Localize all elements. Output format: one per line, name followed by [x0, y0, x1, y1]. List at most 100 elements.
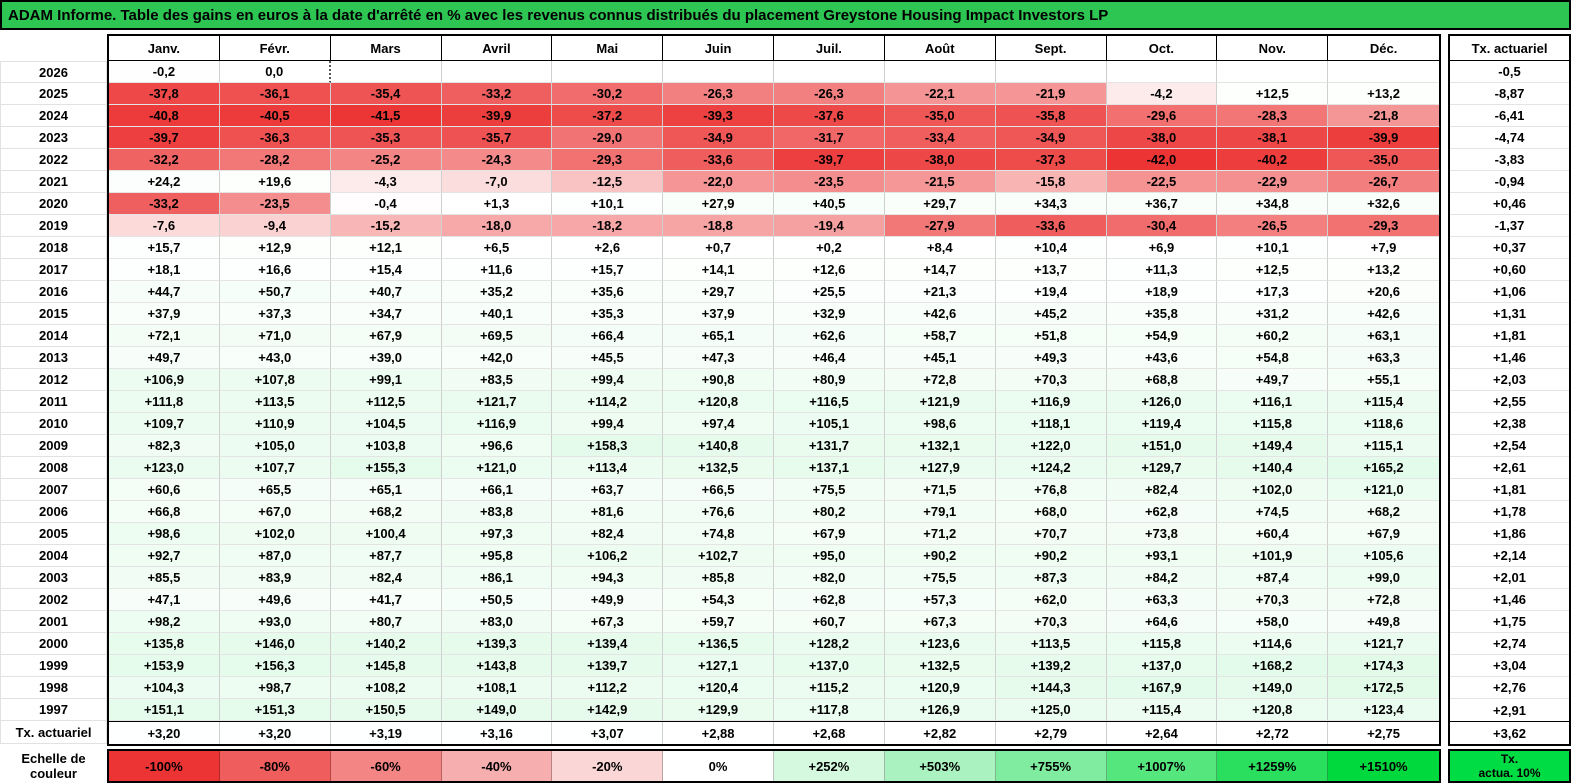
gain-cell[interactable]: +55,1: [1328, 369, 1439, 391]
gain-cell[interactable]: +15,7: [552, 259, 664, 281]
gain-cell[interactable]: +121,0: [441, 457, 553, 479]
gain-cell[interactable]: +105,1: [774, 413, 885, 435]
gain-cell[interactable]: +151,1: [109, 699, 220, 721]
gain-cell[interactable]: +54,9: [1106, 325, 1218, 347]
gain-cell[interactable]: -26,3: [774, 83, 885, 105]
gain-cell[interactable]: +102,0: [219, 523, 331, 545]
gain-cell[interactable]: +81,6: [552, 501, 664, 523]
gain-cell[interactable]: +129,7: [1106, 457, 1218, 479]
gain-cell[interactable]: -12,5: [552, 171, 664, 193]
gain-cell[interactable]: -28,2: [219, 149, 331, 171]
gain-cell[interactable]: -7,0: [441, 171, 553, 193]
gain-cell[interactable]: -39,9: [441, 105, 553, 127]
gain-cell[interactable]: 0,0: [219, 61, 331, 83]
gain-cell[interactable]: +132,1: [884, 435, 996, 457]
gain-cell[interactable]: +49,7: [1217, 369, 1329, 391]
gain-cell[interactable]: +121,0: [1328, 479, 1439, 501]
gain-cell[interactable]: -28,3: [1217, 105, 1329, 127]
gain-cell[interactable]: -26,3: [663, 83, 774, 105]
gain-cell[interactable]: +41,7: [330, 589, 442, 611]
gain-cell[interactable]: +150,5: [330, 699, 442, 721]
gain-cell[interactable]: +114,6: [1217, 633, 1329, 655]
gain-cell[interactable]: +123,4: [1328, 699, 1439, 721]
gain-cell[interactable]: +1,3: [441, 193, 553, 215]
gain-cell[interactable]: +13,2: [1328, 259, 1439, 281]
gain-cell[interactable]: +127,1: [663, 655, 774, 677]
gain-cell[interactable]: +142,9: [552, 699, 664, 721]
gain-cell[interactable]: +111,8: [109, 391, 220, 413]
gain-cell[interactable]: +106,2: [552, 545, 664, 567]
gain-cell[interactable]: +83,5: [441, 369, 553, 391]
gain-cell[interactable]: +19,6: [219, 171, 331, 193]
gain-cell[interactable]: -22,0: [663, 171, 774, 193]
gain-cell[interactable]: +49,3: [995, 347, 1107, 369]
gain-cell[interactable]: +82,4: [330, 567, 442, 589]
gain-cell[interactable]: -26,5: [1217, 215, 1329, 237]
footer-rate-cell[interactable]: +2,75: [1328, 722, 1439, 744]
gain-cell[interactable]: +39,0: [330, 347, 442, 369]
gain-cell[interactable]: -24,3: [441, 149, 553, 171]
gain-cell[interactable]: +136,5: [663, 633, 774, 655]
gain-cell[interactable]: +149,0: [1217, 677, 1329, 699]
gain-cell[interactable]: +139,3: [441, 633, 553, 655]
gain-cell[interactable]: +18,1: [109, 259, 220, 281]
footer-rate-cell[interactable]: +2,79: [995, 722, 1107, 744]
gain-cell[interactable]: +129,9: [663, 699, 774, 721]
gain-cell[interactable]: +115,8: [1106, 633, 1218, 655]
gain-cell[interactable]: +43,0: [219, 347, 331, 369]
gain-cell[interactable]: +67,3: [884, 611, 996, 633]
gain-cell[interactable]: +31,2: [1217, 303, 1329, 325]
gain-cell[interactable]: [552, 61, 664, 83]
gain-cell[interactable]: +45,2: [995, 303, 1107, 325]
gain-cell[interactable]: -21,5: [884, 171, 996, 193]
gain-cell[interactable]: +122,0: [995, 435, 1107, 457]
gain-cell[interactable]: +139,4: [552, 633, 664, 655]
gain-cell[interactable]: +60,4: [1217, 523, 1329, 545]
actuarial-rate-value[interactable]: +1,81: [1450, 479, 1569, 501]
gain-cell[interactable]: +24,2: [109, 171, 220, 193]
gain-cell[interactable]: +70,3: [995, 611, 1107, 633]
gain-cell[interactable]: +17,3: [1217, 281, 1329, 303]
gain-cell[interactable]: +19,4: [995, 281, 1107, 303]
actuarial-rate-value[interactable]: +2,55: [1450, 391, 1569, 413]
gain-cell[interactable]: +42,0: [441, 347, 553, 369]
gain-cell[interactable]: +116,9: [441, 413, 553, 435]
gain-cell[interactable]: +80,2: [774, 501, 885, 523]
footer-rate-cell[interactable]: +2,72: [1217, 722, 1329, 744]
gain-cell[interactable]: +115,2: [774, 677, 885, 699]
actuarial-rate-value[interactable]: +1,46: [1450, 589, 1569, 611]
footer-rate-cell[interactable]: +3,16: [441, 722, 553, 744]
gain-cell[interactable]: +116,9: [995, 391, 1107, 413]
gain-cell[interactable]: -18,0: [441, 215, 553, 237]
gain-cell[interactable]: +127,9: [884, 457, 996, 479]
gain-cell[interactable]: +70,7: [995, 523, 1107, 545]
gain-cell[interactable]: -40,8: [109, 105, 220, 127]
gain-cell[interactable]: +156,3: [219, 655, 331, 677]
gain-cell[interactable]: +90,2: [995, 545, 1107, 567]
gain-cell[interactable]: -31,7: [774, 127, 885, 149]
gain-cell[interactable]: -29,0: [552, 127, 664, 149]
gain-cell[interactable]: +108,1: [441, 677, 553, 699]
gain-cell[interactable]: +90,8: [663, 369, 774, 391]
gain-cell[interactable]: +119,4: [1106, 413, 1218, 435]
gain-cell[interactable]: +14,7: [884, 259, 996, 281]
gain-cell[interactable]: -18,2: [552, 215, 664, 237]
gain-cell[interactable]: +68,2: [330, 501, 442, 523]
gain-cell[interactable]: +68,0: [995, 501, 1107, 523]
actuarial-rate-value[interactable]: -0,5: [1450, 61, 1569, 83]
gain-cell[interactable]: +120,8: [663, 391, 774, 413]
gain-cell[interactable]: +158,3: [552, 435, 664, 457]
gain-cell[interactable]: +63,3: [1328, 347, 1439, 369]
actuarial-rate-value[interactable]: +1,31: [1450, 303, 1569, 325]
gain-cell[interactable]: +73,8: [1106, 523, 1218, 545]
actuarial-rate-value[interactable]: +1,86: [1450, 523, 1569, 545]
gain-cell[interactable]: +10,1: [552, 193, 664, 215]
gain-cell[interactable]: +105,6: [1328, 545, 1439, 567]
gain-cell[interactable]: +116,1: [1217, 391, 1329, 413]
gain-cell[interactable]: [1106, 61, 1218, 83]
gain-cell[interactable]: +140,2: [330, 633, 442, 655]
gain-cell[interactable]: +121,7: [1328, 633, 1439, 655]
gain-cell[interactable]: +66,8: [109, 501, 220, 523]
footer-rate-cell[interactable]: +3,19: [330, 722, 442, 744]
gain-cell[interactable]: +45,5: [552, 347, 664, 369]
